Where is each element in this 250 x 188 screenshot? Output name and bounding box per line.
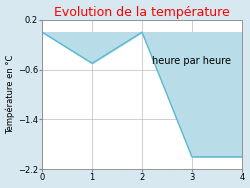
Y-axis label: Température en °C: Température en °C	[6, 55, 15, 134]
Text: heure par heure: heure par heure	[152, 56, 232, 66]
Title: Evolution de la température: Evolution de la température	[54, 6, 230, 19]
